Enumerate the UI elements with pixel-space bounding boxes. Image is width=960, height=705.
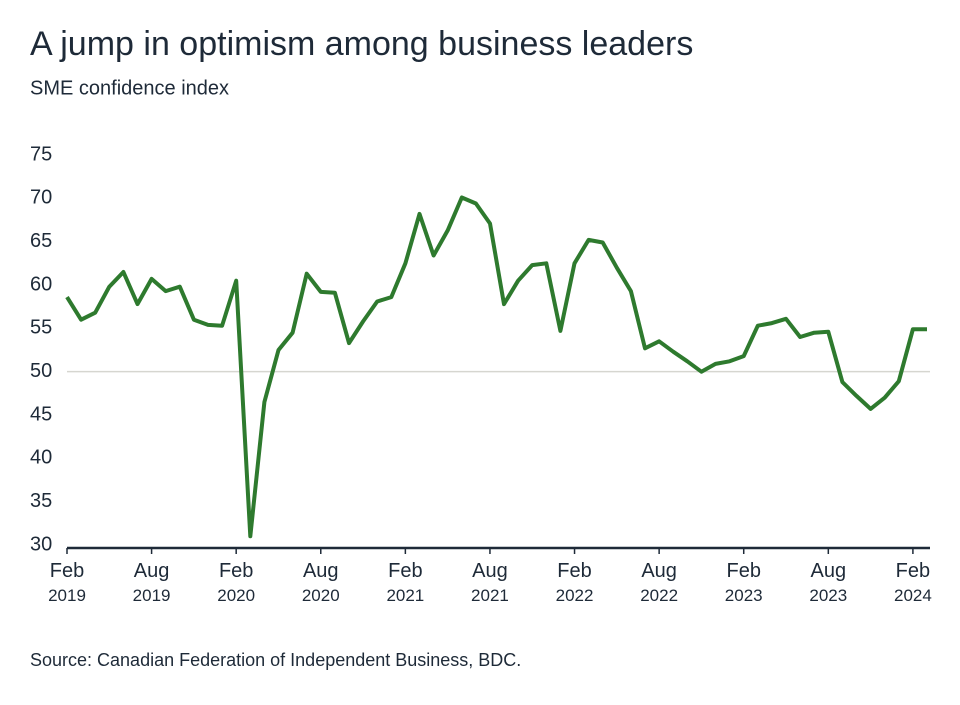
- y-tick-label: 70: [30, 187, 52, 209]
- y-tick-label: 30: [30, 533, 52, 555]
- y-tick-label: 50: [30, 360, 52, 382]
- y-tick-label: 65: [30, 230, 52, 252]
- y-tick-label: 55: [30, 317, 52, 339]
- x-tick-label: Aug 2023: [809, 560, 847, 605]
- x-tick-label: Aug 2021: [471, 560, 509, 605]
- x-tick-label: Feb 2020: [217, 560, 255, 605]
- y-tick-label: 45: [30, 403, 52, 425]
- x-tick-label: Aug 2020: [302, 560, 340, 605]
- data-line: [65, 195, 927, 539]
- x-tick-label: Feb 2019: [48, 560, 86, 605]
- y-tick-label: 35: [30, 490, 52, 512]
- source-note: Source: Canadian Federation of Independe…: [30, 650, 521, 670]
- x-tick-label: Feb 2022: [556, 560, 594, 605]
- y-tick-label: 40: [30, 447, 52, 469]
- y-tick-label: 75: [30, 143, 52, 165]
- chart-title: A jump in optimism among business leader…: [30, 25, 693, 63]
- y-tick-label: 60: [30, 273, 52, 295]
- x-tick-label: Aug 2022: [640, 560, 678, 605]
- x-tick-label: Feb 2024: [894, 560, 932, 605]
- x-tick-label: Feb 2021: [386, 560, 424, 605]
- chart-subtitle: SME confidence index: [30, 77, 229, 99]
- x-tick-label: Aug 2019: [133, 560, 171, 605]
- x-tick-label: Feb 2023: [725, 560, 763, 605]
